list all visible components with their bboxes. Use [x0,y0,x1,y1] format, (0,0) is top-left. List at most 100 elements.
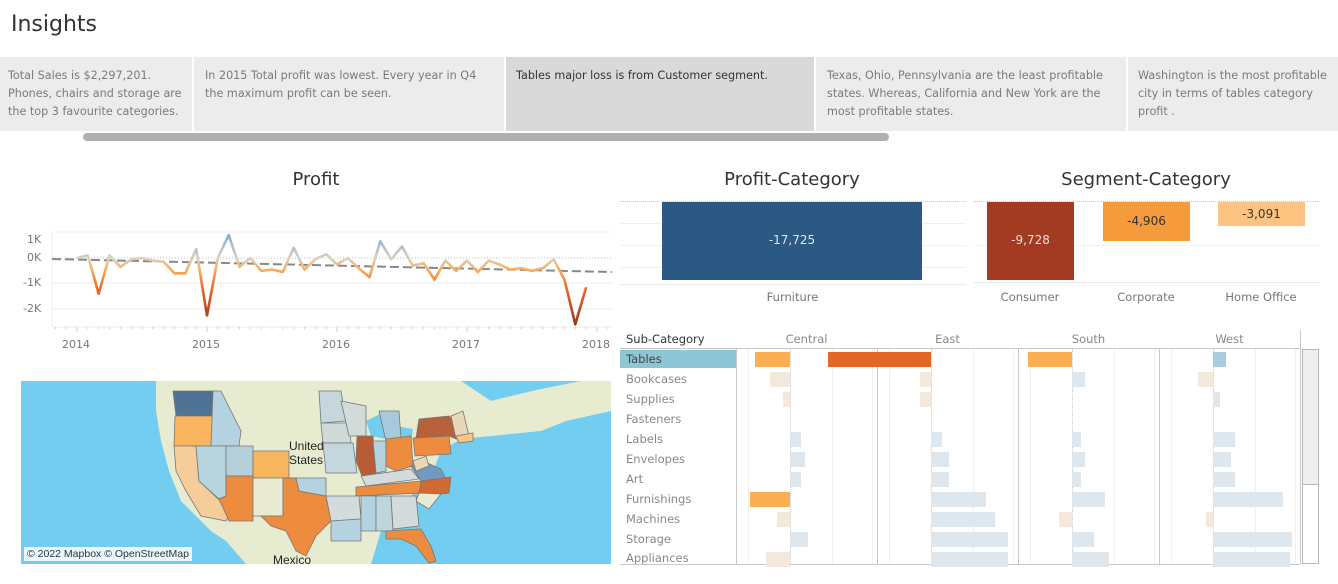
bar-west-tables[interactable] [1213,352,1227,367]
bar-east-art[interactable] [931,472,949,487]
furniture-bar-value: -17,725 [768,233,816,247]
x-tick-2014: 2014 [62,338,90,351]
region-header-central: Central [785,332,828,346]
bar-east-machines[interactable] [931,512,995,527]
bar-east-supplies[interactable] [920,392,931,407]
subcat-row-supplies[interactable]: Supplies [626,392,675,406]
segment-label-home-office: Home Office [1225,290,1297,304]
bar-south-art[interactable] [1072,472,1081,487]
insight-text: In 2015 Total profit was lowest. Every y… [205,69,477,100]
corporate-bar[interactable]: -4,906 [1103,202,1190,241]
insight-card-total-sales[interactable]: Total Sales is $2,297,201. Phones, chair… [0,57,192,131]
subcat-row-art[interactable]: Art [626,472,644,486]
bar-south-machines[interactable] [1058,512,1072,527]
corporate-bar-value: -4,906 [1127,214,1166,228]
consumer-bar-value: -9,728 [1011,233,1050,247]
bar-west-storage[interactable] [1213,532,1293,547]
bar-west-appliances[interactable] [1213,552,1290,567]
bar-central-bookcases[interactable] [770,372,790,387]
insights-horizontal-scrollbar[interactable] [83,133,889,141]
scrollbar-thumb[interactable] [1303,350,1318,485]
bar-south-labels[interactable] [1072,432,1081,447]
bar-west-art[interactable] [1213,472,1235,487]
subcat-row-tables[interactable]: Tables [620,350,736,368]
profit-category-chart: -17,725 [620,201,966,286]
bar-south-appliances[interactable] [1072,552,1110,567]
bar-west-furnishings[interactable] [1213,492,1284,507]
bar-east-furnishings[interactable] [931,492,986,507]
bar-west-supplies[interactable] [1213,392,1220,407]
bar-south-envelopes[interactable] [1072,452,1086,467]
bar-central-furnishings[interactable] [750,492,790,507]
y-tick-1k: 1K [27,233,42,246]
bar-east-tables[interactable] [827,352,931,367]
bar-south-furnishings[interactable] [1072,492,1105,507]
consumer-bar[interactable]: -9,728 [987,202,1074,280]
bar-west-bookcases[interactable] [1197,372,1213,387]
bar-east-appliances[interactable] [931,552,1008,567]
region-panel-central [736,349,877,567]
x-tick-2016: 2016 [322,338,350,351]
x-tick-2018: 2018 [582,338,610,351]
profit-chart-title: Profit [292,169,340,190]
region-panel-south [1018,349,1159,567]
insight-text: Tables major loss is from Customer segme… [516,69,768,82]
subcat-row-appliances[interactable]: Appliances [626,551,689,564]
region-header-west: West [1215,332,1244,346]
bar-central-labels[interactable] [790,432,801,447]
subcat-row-furnishings[interactable]: Furnishings [626,492,692,506]
subcat-row-storage[interactable]: Storage [626,532,671,546]
y-tick-0k: 0K [27,251,42,264]
region-header-east: East [935,332,960,346]
profit-line-svg [51,231,613,332]
region-panel-west [1159,349,1300,567]
furniture-bar[interactable]: -17,725 [662,202,922,280]
bar-east-storage[interactable] [931,532,1008,547]
bar-central-supplies[interactable] [783,392,790,407]
home-office-bar[interactable]: -3,091 [1218,202,1305,226]
bar-central-machines[interactable] [776,512,790,527]
subcat-row-machines[interactable]: Machines [626,512,681,526]
bar-east-envelopes[interactable] [931,452,949,467]
table-vertical-scrollbar[interactable] [1302,349,1319,564]
insight-card-tables-loss[interactable]: Tables major loss is from Customer segme… [506,57,814,131]
x-tick-2017: 2017 [452,338,480,351]
bar-south-tables[interactable] [1028,352,1072,367]
insight-text: Total Sales is $2,297,201. Phones, chair… [8,69,182,118]
segment-label-corporate: Corporate [1117,290,1175,304]
table-right-border [1300,330,1301,564]
subcat-row-labels[interactable]: Labels [626,432,664,446]
subcat-row-bookcases[interactable]: Bookcases [626,372,688,386]
bar-east-bookcases[interactable] [920,372,931,387]
us-profit-map[interactable]: United States Mexico © 2022 Mapbox © Ope… [21,381,611,564]
subcat-row-fasteners[interactable]: Fasteners [626,412,682,426]
bar-west-envelopes[interactable] [1213,452,1231,467]
map-label-mexico: Mexico [273,553,312,564]
segment-category-title: Segment-Category [1061,169,1231,190]
category-label-furniture: Furniture [766,290,819,304]
bar-central-art[interactable] [790,472,801,487]
bar-east-labels[interactable] [931,432,942,447]
bar-central-tables[interactable] [754,352,790,367]
insight-card-washington[interactable]: Washington is the most profitable city i… [1128,57,1338,131]
subcategory-header: Sub-Category [626,332,705,346]
bar-south-bookcases[interactable] [1072,372,1086,387]
map-svg [156,381,611,564]
profit-line-chart[interactable]: 1K 0K -1K -2K 2014 2015 2016 2017 2018 [0,225,615,355]
bar-central-storage[interactable] [790,532,808,547]
x-tick-2015: 2015 [192,338,220,351]
insight-text: Texas, Ohio, Pennsylvania are the least … [827,69,1103,118]
y-tick-neg2k: -2K [23,302,42,315]
insights-strip: Total Sales is $2,297,201. Phones, chair… [0,57,1338,131]
bar-south-storage[interactable] [1072,532,1094,547]
bar-west-machines[interactable] [1206,512,1213,527]
region-header-south: South [1071,332,1106,346]
bar-west-labels[interactable] [1213,432,1235,447]
table-header-divider [620,348,1300,349]
segment-label-consumer: Consumer [1000,290,1060,304]
insight-card-states-profit[interactable]: Texas, Ohio, Pennsylvania are the least … [816,57,1126,131]
bar-central-envelopes[interactable] [790,452,806,467]
subcat-row-envelopes[interactable]: Envelopes [626,452,686,466]
bar-central-appliances[interactable] [765,552,790,567]
insight-card-2015-profit[interactable]: In 2015 Total profit was lowest. Every y… [194,57,504,131]
